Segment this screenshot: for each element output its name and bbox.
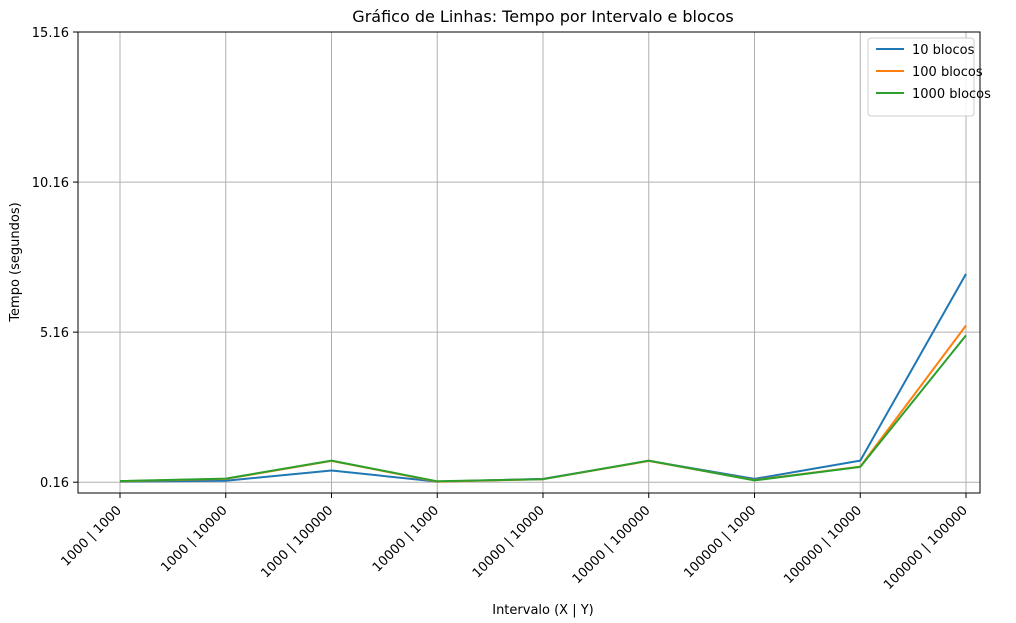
- legend: 10 blocos 100 blocos 1000 blocos: [867, 37, 991, 117]
- plot-frame: [77, 31, 981, 494]
- legend-entry: 10 blocos: [912, 43, 975, 58]
- legend-entry: 100 blocos: [912, 65, 983, 80]
- x-tick-label: 100000 | 1000: [681, 503, 759, 581]
- x-tick-label: 10000 | 10000: [470, 503, 548, 581]
- axis-ticks: 1000 | 1000 1000 | 10000 1000 | 100000 1000…: [32, 26, 971, 593]
- grid: [78, 31, 980, 493]
- x-tick-label: 10000 | 100000: [570, 503, 654, 587]
- y-tick-label: 15.16: [32, 26, 69, 41]
- x-tick-label: 100000 | 10000: [781, 503, 865, 587]
- legend-entry: 1000 blocos: [912, 87, 991, 102]
- series-lines: [119, 273, 967, 483]
- y-tick-label: 0.16: [40, 476, 69, 491]
- x-tick-label: 1000 | 1000: [58, 503, 124, 569]
- y-tick-label: 10.16: [32, 176, 69, 191]
- x-axis-label: Intervalo (X | Y): [492, 603, 594, 618]
- legend-box: [867, 37, 975, 117]
- x-tick-label: 1000 | 10000: [158, 503, 230, 575]
- series-line-3: [119, 334, 967, 483]
- x-tick-label: 10000 | 1000: [370, 503, 442, 575]
- x-tick-label: 100000 | 100000: [881, 503, 971, 593]
- chart-title: Gráfico de Linhas: Tempo por Intervalo e…: [352, 7, 733, 26]
- y-tick-label: 5.16: [40, 326, 69, 341]
- x-tick-label: 1000 | 100000: [258, 503, 336, 581]
- y-axis-label: Tempo (segundos): [8, 202, 23, 322]
